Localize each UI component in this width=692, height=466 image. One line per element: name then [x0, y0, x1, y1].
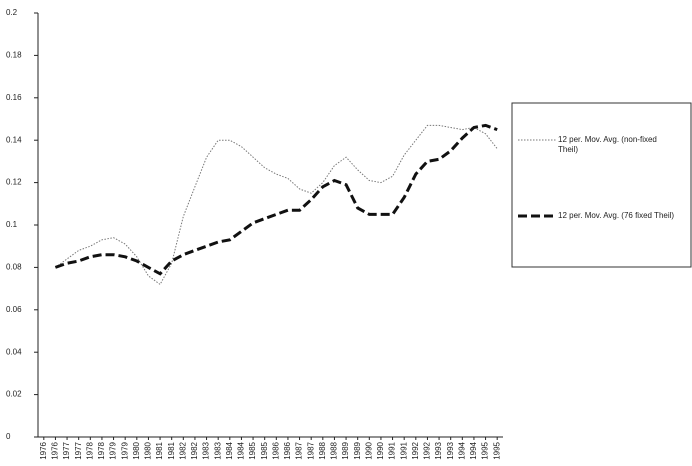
x-tick-label: 1979: [109, 441, 118, 459]
x-tick-label: 1993: [446, 441, 455, 459]
series-line: [54, 123, 498, 276]
x-tick-label: 1984: [225, 441, 234, 459]
x-tick-label: 1993: [434, 441, 443, 459]
y-tick-label: 0.04: [6, 347, 22, 356]
x-tick-label: 1987: [295, 441, 304, 459]
x-tick-label: 1987: [306, 441, 315, 459]
x-tick-label: 1989: [341, 441, 350, 459]
x-tick-label: 1978: [97, 441, 106, 459]
legend-label: 12 per. Mov. Avg. (76 fixed Theil): [558, 211, 675, 220]
x-tick-label: 1977: [74, 441, 83, 459]
x-tick-label: 1986: [271, 441, 280, 459]
x-tick-label: 1995: [481, 441, 490, 459]
x-tick-label: 1994: [469, 441, 478, 459]
y-tick-label: 0.18: [6, 51, 22, 60]
x-tick-label: 1982: [190, 441, 199, 459]
x-tick-label: 1983: [202, 441, 211, 459]
x-tick-label: 1978: [85, 441, 94, 459]
y-tick-label: 0.1: [6, 220, 18, 229]
x-tick-label: 1990: [364, 441, 373, 459]
x-tick-label: 1989: [353, 441, 362, 459]
x-tick-label: 1988: [318, 441, 327, 459]
series-line: [55, 124, 498, 286]
x-tick-label: 1992: [423, 441, 432, 459]
y-tick-label: 0.12: [6, 178, 22, 187]
x-tick-label: 1985: [248, 441, 257, 459]
x-tick-label: 1991: [399, 441, 408, 459]
y-tick-label: 0: [6, 432, 11, 441]
x-tick-label: 1981: [167, 441, 176, 459]
x-tick-label: 1990: [376, 441, 385, 459]
x-tick-label: 1988: [330, 441, 339, 459]
x-tick-label: 1980: [144, 441, 153, 459]
x-tick-label: 1985: [260, 441, 269, 459]
x-tick-label: 1980: [132, 441, 141, 459]
x-tick-label: 1976: [51, 441, 60, 459]
y-tick-label: 0.2: [6, 8, 18, 17]
x-tick-label: 1981: [155, 441, 164, 459]
y-tick-label: 0.02: [6, 390, 22, 399]
x-tick-label: 1977: [62, 441, 71, 459]
x-tick-label: 1986: [283, 441, 292, 459]
y-tick-label: 0.08: [6, 263, 22, 272]
x-tick-label: 1992: [411, 441, 420, 459]
x-tick-label: 1982: [178, 441, 187, 459]
x-tick-label: 1979: [120, 441, 129, 459]
legend-label: 12 per. Mov. Avg. (non-fixed Theil): [558, 135, 657, 154]
x-tick-label: 1976: [39, 441, 48, 459]
y-tick-label: 0.16: [6, 93, 22, 102]
x-tick-label: 1983: [213, 441, 222, 459]
y-tick-label: 0.14: [6, 135, 22, 144]
x-tick-label: 1995: [492, 441, 501, 459]
x-tick-label: 1984: [237, 441, 246, 459]
legend-box: [511, 102, 692, 268]
x-tick-label: 1991: [388, 441, 397, 459]
y-tick-label: 0.06: [6, 305, 22, 314]
x-tick-label: 1994: [457, 441, 466, 459]
